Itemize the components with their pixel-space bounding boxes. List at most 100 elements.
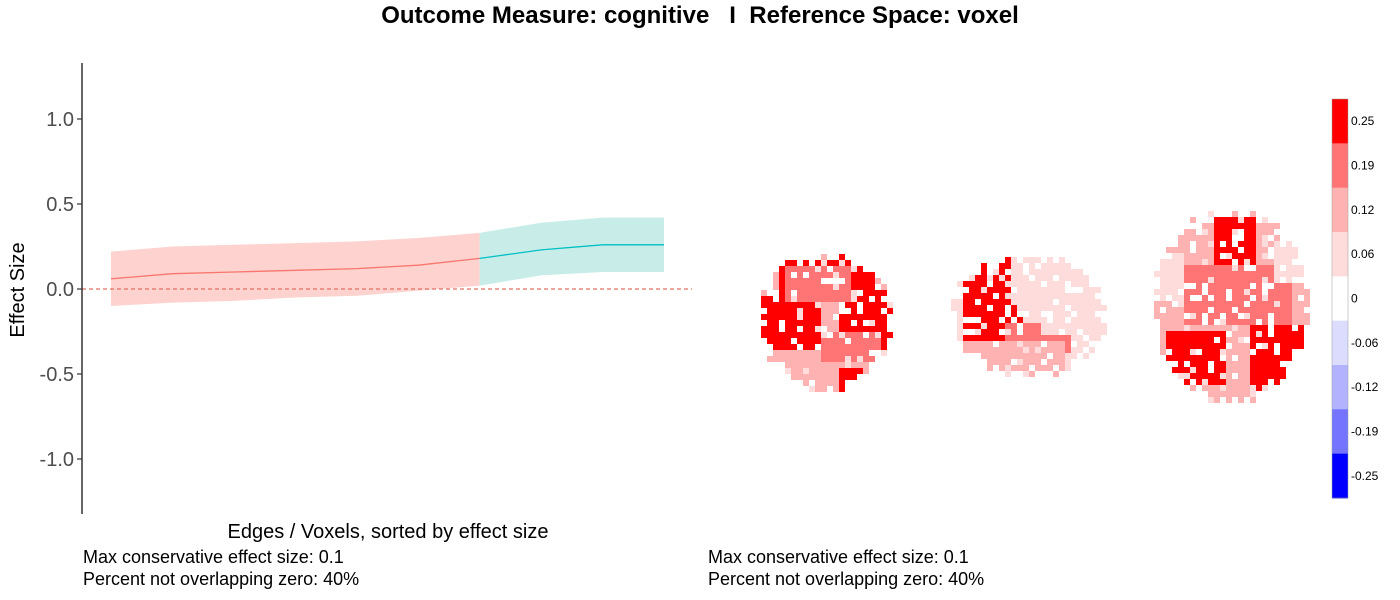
voxel [1208,397,1214,403]
voxel [1035,347,1041,353]
voxel [1190,367,1196,373]
voxel [1274,271,1280,277]
voxel [809,308,815,314]
voxel [1202,355,1208,361]
voxel [1262,289,1268,295]
voxel [839,338,845,344]
voxel [827,302,833,308]
voxel [1274,247,1280,253]
voxel [1268,325,1274,331]
voxel [1214,391,1220,397]
voxel [1178,343,1184,349]
voxel [969,287,975,293]
voxel [1160,259,1166,265]
colorbar-tick-label: 0.25 [1351,114,1375,128]
voxel [1077,299,1083,305]
voxel [957,329,963,335]
voxel [1065,365,1071,371]
voxel [1190,229,1196,235]
voxel [821,284,827,290]
voxel [1244,301,1250,307]
voxel [1220,301,1226,307]
voxel [785,356,791,362]
voxel [1196,253,1202,259]
voxel [1220,235,1226,241]
voxel [1017,311,1023,317]
voxel [1184,277,1190,283]
voxel [785,296,791,302]
voxel [1190,217,1196,223]
voxel [1244,337,1250,343]
voxel [1274,259,1280,265]
voxel [981,347,987,353]
voxel [1220,373,1226,379]
voxel [1059,365,1065,371]
voxel [1214,283,1220,289]
voxel [1172,265,1178,271]
voxel [1017,329,1023,335]
voxel [1214,229,1220,235]
voxel [1029,371,1035,377]
voxel [1220,307,1226,313]
voxel [1226,289,1232,295]
voxel [1298,283,1304,289]
voxel [1053,341,1059,347]
voxel [1041,299,1047,305]
voxel [857,332,863,338]
voxel [1017,293,1023,299]
voxel [845,332,851,338]
voxel [803,350,809,356]
voxel [1154,307,1160,313]
voxel [1184,337,1190,343]
voxel [779,278,785,284]
voxel [779,326,785,332]
voxel [869,284,875,290]
voxel [1005,305,1011,311]
voxel [1029,299,1035,305]
voxel [1226,241,1232,247]
voxel [1184,241,1190,247]
voxel [1214,241,1220,247]
voxel [1035,305,1041,311]
voxel [779,296,785,302]
voxel [803,320,809,326]
voxel [1166,331,1172,337]
voxel [1160,289,1166,295]
voxel [1256,265,1262,271]
voxel [1256,337,1262,343]
colorbar-tick-label: -0.19 [1351,425,1379,439]
voxel [1250,391,1256,397]
voxel [1256,349,1262,355]
voxel [803,308,809,314]
voxel [969,329,975,335]
voxel [1286,295,1292,301]
voxel [1208,271,1214,277]
voxel [803,314,809,320]
voxel [1011,329,1017,335]
voxel [845,266,851,272]
voxel [845,284,851,290]
voxel [839,356,845,362]
voxel [869,290,875,296]
voxel [797,356,803,362]
voxel [1250,373,1256,379]
voxel [863,362,869,368]
voxel [1172,289,1178,295]
voxel [1262,331,1268,337]
voxel [1232,391,1238,397]
voxel [1226,295,1232,301]
voxel [1017,305,1023,311]
voxel [1244,295,1250,301]
voxel [821,338,827,344]
voxel [1262,235,1268,241]
voxel [1226,397,1232,403]
voxel [1023,365,1029,371]
voxel [1208,301,1214,307]
voxel [767,356,773,362]
voxel [1256,259,1262,265]
voxel [773,320,779,326]
voxel [1214,331,1220,337]
voxel [1244,259,1250,265]
voxel [1202,301,1208,307]
voxel [821,260,827,266]
